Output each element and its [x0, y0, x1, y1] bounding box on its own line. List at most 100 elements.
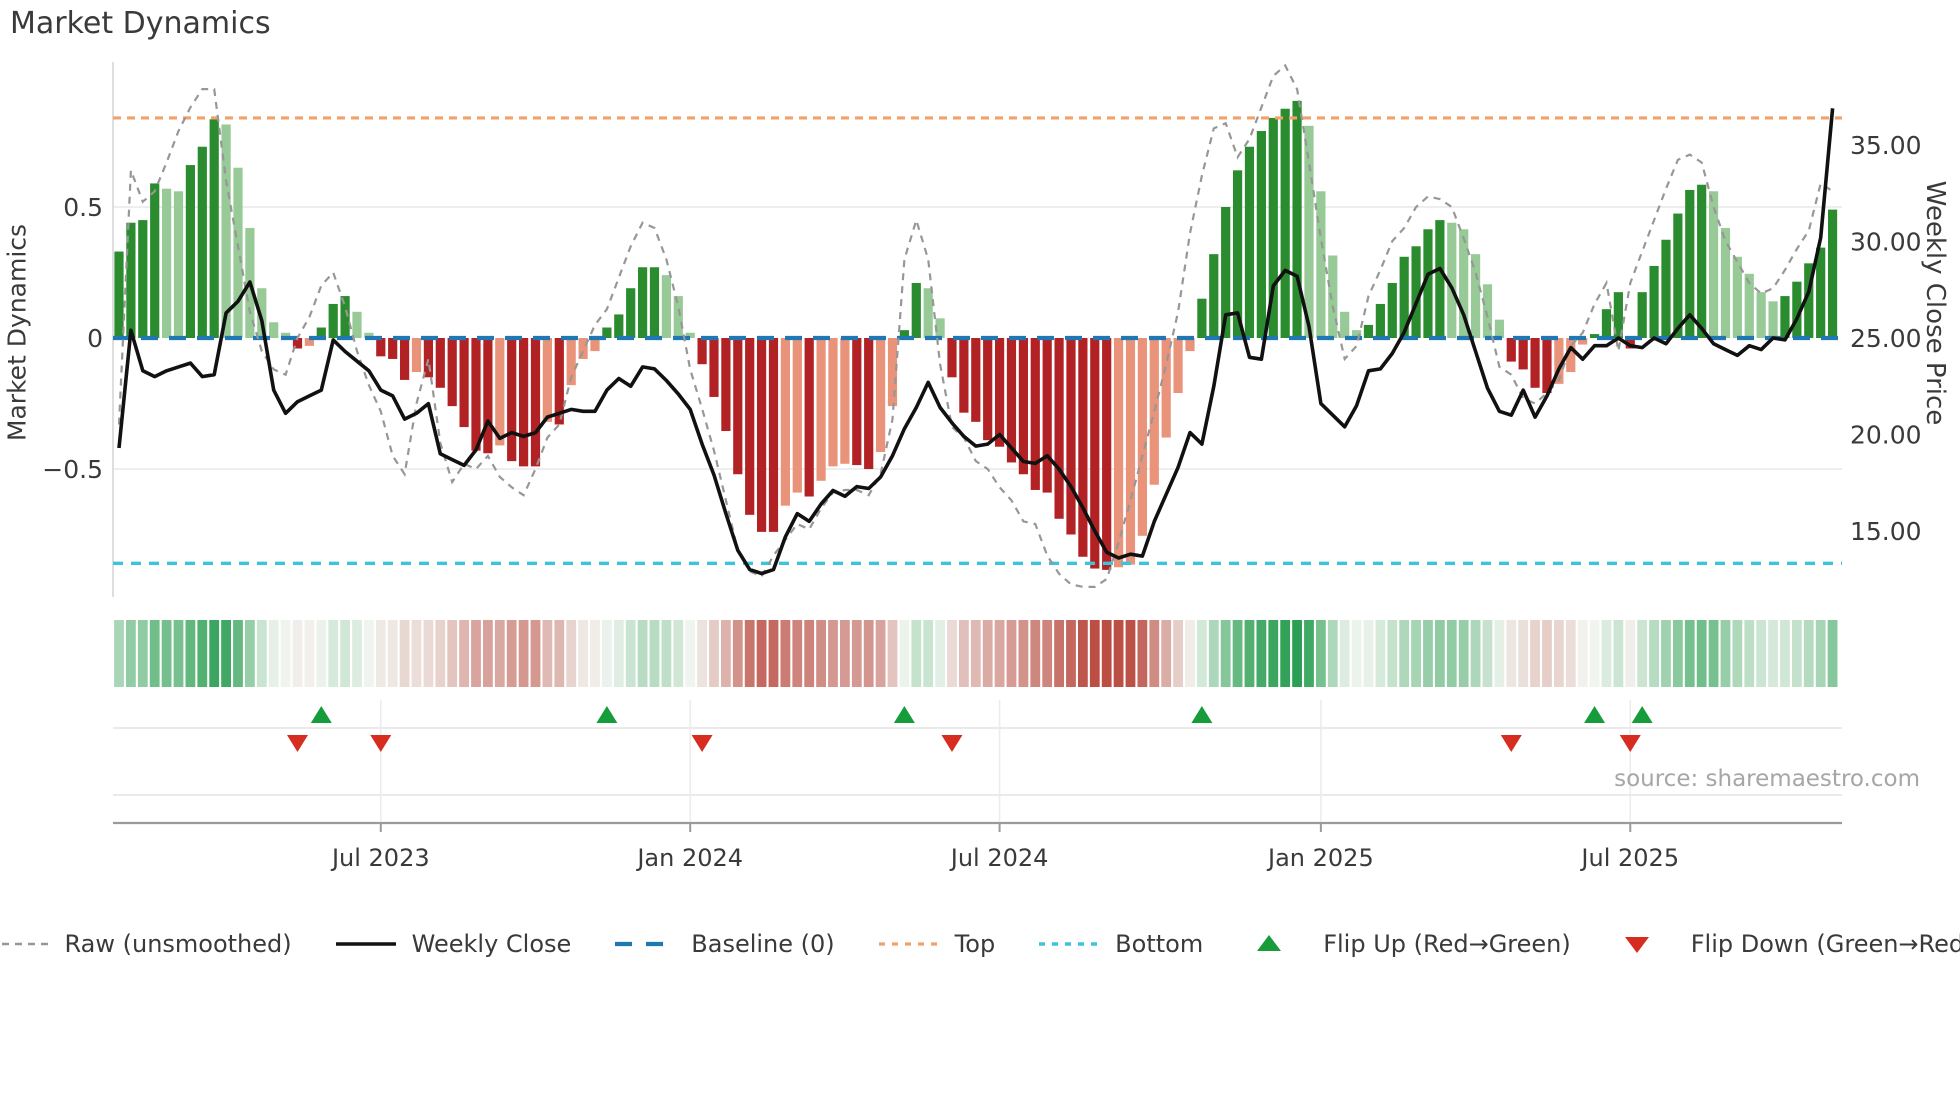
momentum-bar: [221, 124, 231, 338]
momentum-bar: [566, 338, 576, 386]
momentum-bar: [1030, 338, 1040, 490]
momentum-bar: [1697, 184, 1707, 338]
momentum-bar: [685, 332, 695, 338]
heatmap-cell: [268, 620, 279, 687]
momentum-bar: [828, 338, 838, 467]
flip-down-icon: [370, 735, 392, 752]
heatmap-cell: [1351, 620, 1362, 687]
heatmap-cell: [471, 620, 481, 687]
momentum-bar: [840, 338, 850, 464]
momentum-bar: [887, 338, 898, 407]
heatmap-cell: [1173, 620, 1183, 687]
heatmap-cell: [970, 620, 981, 687]
momentum-bar: [1494, 319, 1504, 338]
momentum-bar: [1066, 338, 1076, 535]
momentum-bar: [673, 296, 683, 338]
chart-title: Market Dynamics: [10, 6, 271, 41]
heatmap-cell: [994, 620, 1005, 687]
momentum-bar: [459, 338, 469, 428]
momentum-bar: [649, 267, 660, 338]
momentum-bar: [1744, 273, 1754, 338]
heatmap-cell: [459, 620, 469, 687]
momentum-bar: [1625, 338, 1635, 349]
heatmap-cell: [1244, 620, 1255, 687]
source-attribution: source: sharemaestro.com: [1614, 766, 1920, 792]
momentum-bar: [1006, 338, 1017, 463]
momentum-bar: [280, 332, 291, 338]
heatmap-cell: [923, 620, 934, 687]
heatmap-cell: [1149, 620, 1160, 687]
momentum-bar: [1470, 254, 1481, 338]
heatmap-cell: [292, 620, 303, 687]
momentum-bar: [1506, 338, 1516, 362]
x-tick-label: Jul 2023: [330, 844, 430, 872]
heatmap-cell: [328, 620, 339, 687]
heatmap-cell: [387, 620, 398, 687]
legend-label: Raw (unsmoothed): [64, 930, 292, 958]
heatmap-cell: [1411, 620, 1421, 687]
legend-label: Bottom: [1115, 930, 1204, 958]
heatmap-cell: [1530, 620, 1540, 687]
momentum-bar: [780, 338, 790, 506]
momentum-bar: [983, 338, 993, 441]
heatmap-cell: [1732, 620, 1743, 687]
heatmap-cell: [1399, 620, 1410, 687]
momentum-bar: [947, 338, 957, 378]
heatmap-cell: [399, 620, 410, 687]
momentum-bar: [257, 288, 267, 338]
momentum-bar: [114, 251, 124, 338]
heatmap-cell: [280, 620, 291, 687]
heatmap-cell: [744, 620, 755, 687]
legend-label: Top: [954, 930, 996, 958]
heatmap-cell: [1803, 620, 1814, 687]
heatmap-cell: [1565, 620, 1576, 687]
momentum-bar: [661, 275, 671, 338]
flip-down-icon: [286, 735, 308, 752]
heatmap-cell: [423, 620, 434, 687]
heatmap-cell: [1625, 620, 1636, 687]
heatmap-cell: [709, 620, 719, 687]
momentum-bar: [399, 338, 410, 380]
heatmap-cell: [851, 620, 862, 687]
momentum-bar: [1613, 292, 1623, 338]
momentum-bar: [447, 338, 457, 407]
flip-up-icon: [893, 706, 915, 723]
right-tick-label: 15.00: [1850, 517, 1922, 546]
momentum-bar: [150, 183, 160, 338]
momentum-bar: [471, 338, 481, 451]
heatmap-cell: [768, 620, 779, 687]
momentum-bar: [1363, 324, 1374, 338]
momentum-bar: [721, 338, 731, 432]
momentum-bar: [554, 338, 564, 425]
momentum-bar: [1256, 131, 1266, 338]
bottom-line-icon: [1039, 942, 1100, 946]
heatmap-cell: [1589, 620, 1600, 687]
flip-up-icon: [1584, 706, 1606, 723]
momentum-bar: [1542, 338, 1552, 394]
momentum-bar: [804, 338, 814, 497]
heatmap-cell: [1125, 620, 1136, 687]
heatmap-cell: [1232, 620, 1243, 687]
momentum-bar: [1375, 303, 1385, 338]
heatmap-cell: [506, 620, 517, 687]
heatmap-cell: [1220, 620, 1231, 687]
heatmap-cell: [1756, 620, 1767, 687]
flip-down-icon: [691, 735, 713, 752]
heatmap-cell: [1637, 620, 1648, 687]
momentum-bar: [816, 338, 826, 481]
heatmap-cell: [1089, 620, 1100, 687]
momentum-bar: [1268, 117, 1278, 338]
heatmap-cell: [233, 620, 243, 687]
momentum-bar: [1018, 338, 1028, 475]
heatmap-cell: [685, 620, 696, 687]
legend-item-raw: Raw (unsmoothed): [0, 930, 292, 958]
heatmap-cell: [316, 620, 327, 687]
flip-up-icon: [1191, 706, 1213, 723]
heatmap-cell: [1506, 620, 1517, 687]
momentum-bar: [1292, 100, 1302, 338]
momentum-bar: [1566, 338, 1576, 373]
heatmap-cell: [1077, 620, 1088, 687]
momentum-bar: [1423, 229, 1433, 338]
momentum-bar: [411, 338, 422, 373]
